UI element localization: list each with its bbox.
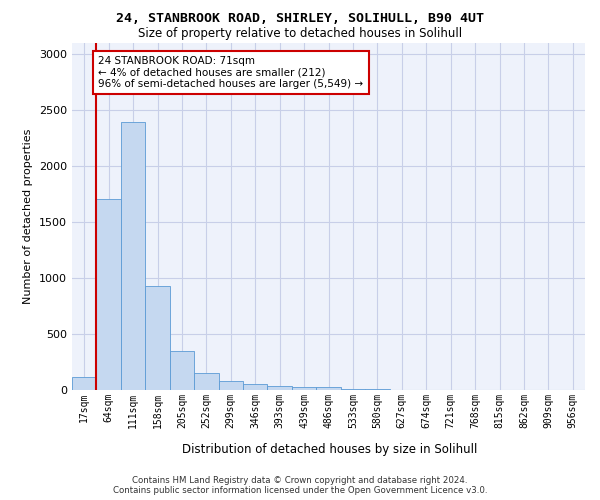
Text: 24 STANBROOK ROAD: 71sqm
← 4% of detached houses are smaller (212)
96% of semi-d: 24 STANBROOK ROAD: 71sqm ← 4% of detache… (98, 56, 364, 89)
Bar (316, 386, 341, 390)
Bar (218, 381, 243, 390)
Y-axis label: Number of detached properties: Number of detached properties (23, 128, 34, 304)
Text: Size of property relative to detached houses in Solihull: Size of property relative to detached ho… (138, 28, 462, 40)
Bar (243, 384, 268, 390)
Text: 24, STANBROOK ROAD, SHIRLEY, SOLIHULL, B90 4UT: 24, STANBROOK ROAD, SHIRLEY, SOLIHULL, B… (116, 12, 484, 26)
Bar (194, 372, 218, 390)
Bar (72, 377, 97, 390)
Bar (121, 122, 145, 390)
Bar (170, 351, 194, 390)
Bar (145, 286, 170, 390)
Text: Distribution of detached houses by size in Solihull: Distribution of detached houses by size … (182, 442, 478, 456)
Text: Contains HM Land Registry data © Crown copyright and database right 2024.
Contai: Contains HM Land Registry data © Crown c… (113, 476, 487, 495)
Bar (292, 387, 316, 390)
Bar (97, 200, 121, 390)
Bar (268, 386, 292, 390)
